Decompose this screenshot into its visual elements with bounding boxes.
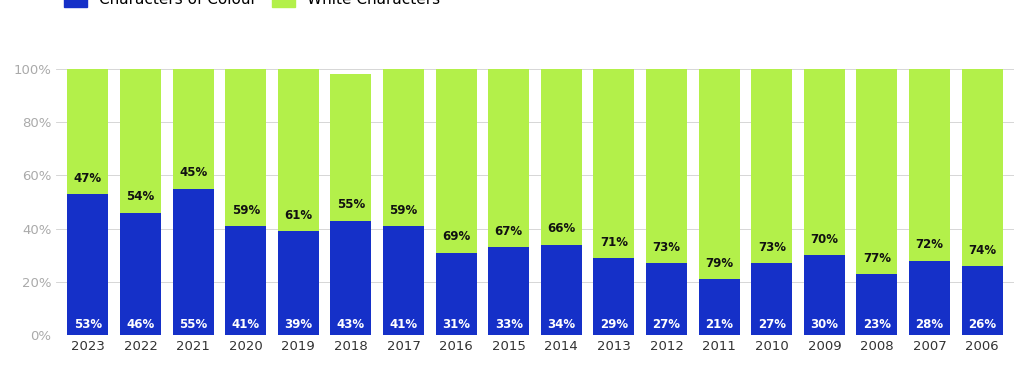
Bar <box>909 261 950 335</box>
Text: 73%: 73% <box>652 241 681 254</box>
Text: 21%: 21% <box>706 318 733 331</box>
Bar <box>173 69 214 189</box>
Bar <box>68 69 109 194</box>
Text: 31%: 31% <box>442 318 470 331</box>
Text: 77%: 77% <box>863 251 891 265</box>
Bar <box>331 74 372 221</box>
Bar <box>173 189 214 335</box>
Bar <box>225 226 266 335</box>
Text: 55%: 55% <box>337 198 365 211</box>
Text: 43%: 43% <box>337 318 365 331</box>
Text: 73%: 73% <box>758 241 785 254</box>
Text: 30%: 30% <box>810 318 839 331</box>
Bar <box>278 231 318 335</box>
Text: 29%: 29% <box>600 318 628 331</box>
Text: 74%: 74% <box>968 243 996 257</box>
Text: 71%: 71% <box>600 235 628 249</box>
Text: 67%: 67% <box>495 225 523 238</box>
Bar <box>120 69 161 213</box>
Bar <box>541 69 582 245</box>
Bar <box>646 69 687 263</box>
Bar <box>594 69 635 258</box>
Text: 41%: 41% <box>231 318 260 331</box>
Text: 26%: 26% <box>968 318 996 331</box>
Text: 33%: 33% <box>495 318 522 331</box>
Bar <box>541 245 582 335</box>
Bar <box>752 69 793 263</box>
Text: 45%: 45% <box>179 166 207 179</box>
Text: 53%: 53% <box>74 318 102 331</box>
Bar <box>856 274 897 335</box>
Bar <box>646 263 687 335</box>
Bar <box>488 69 529 247</box>
Bar <box>225 69 266 226</box>
Bar <box>383 226 424 335</box>
Text: 72%: 72% <box>915 238 943 251</box>
Bar <box>804 255 845 335</box>
Bar <box>383 69 424 226</box>
Bar <box>698 69 739 279</box>
Bar <box>909 69 950 261</box>
Text: 27%: 27% <box>758 318 785 331</box>
Bar <box>698 279 739 335</box>
Text: 27%: 27% <box>652 318 681 331</box>
Text: 61%: 61% <box>285 209 312 222</box>
Text: 66%: 66% <box>547 222 575 235</box>
Bar <box>752 263 793 335</box>
Bar <box>962 266 1002 335</box>
Bar <box>435 253 476 335</box>
Text: 41%: 41% <box>389 318 418 331</box>
Bar <box>68 194 109 335</box>
Text: 79%: 79% <box>706 257 733 270</box>
Legend: Characters of Colour, White Characters: Characters of Colour, White Characters <box>63 0 440 7</box>
Text: 28%: 28% <box>915 318 944 331</box>
Bar <box>488 247 529 335</box>
Bar <box>594 258 635 335</box>
Text: 23%: 23% <box>863 318 891 331</box>
Text: 54%: 54% <box>126 190 155 203</box>
Bar <box>278 69 318 231</box>
Text: 59%: 59% <box>389 203 418 216</box>
Text: 39%: 39% <box>285 318 312 331</box>
Text: 47%: 47% <box>74 171 102 185</box>
Bar <box>856 69 897 274</box>
Bar <box>331 221 372 335</box>
Text: 69%: 69% <box>442 230 470 243</box>
Text: 34%: 34% <box>547 318 575 331</box>
Bar <box>120 213 161 335</box>
Text: 59%: 59% <box>231 203 260 216</box>
Bar <box>435 69 476 253</box>
Bar <box>962 69 1002 266</box>
Text: 70%: 70% <box>810 233 839 246</box>
Text: 55%: 55% <box>179 318 207 331</box>
Text: 46%: 46% <box>126 318 155 331</box>
Bar <box>804 69 845 255</box>
